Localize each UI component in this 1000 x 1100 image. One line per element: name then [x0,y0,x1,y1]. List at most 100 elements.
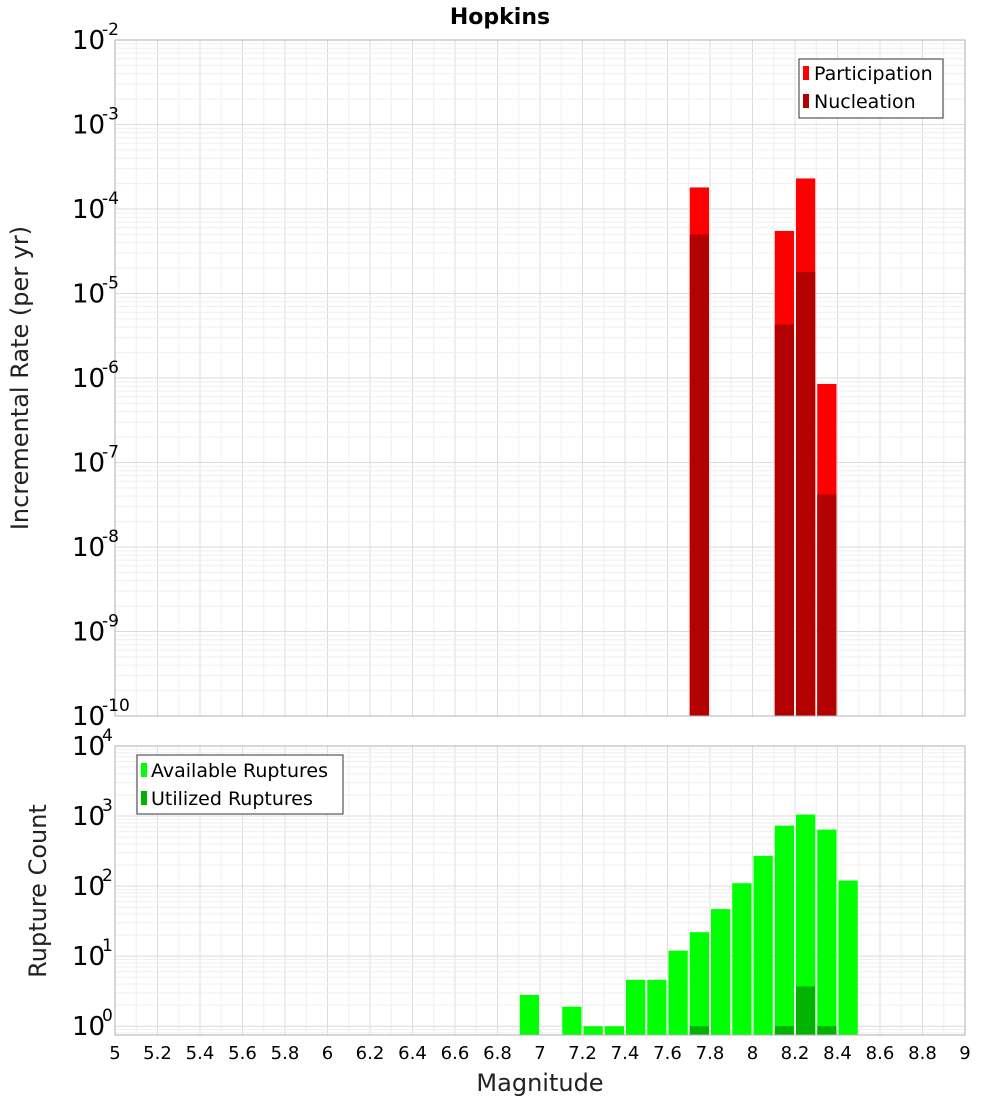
bar-available [647,979,667,1035]
rate-plot-frame [114,39,966,717]
count-plot-frame [114,745,966,1036]
x-tick-label: 6 [322,1043,333,1064]
y-tick-base: 10 [72,1012,105,1042]
legend-swatch-nucleation [803,94,809,108]
bar-available [626,979,646,1035]
y-tick-label: 104 [72,726,113,762]
x-axis-label: Magnitude [476,1069,603,1097]
x-ticks: 5 5.2 5.4 5.6 5.8 6 6.2 6.4 6.6 6.8 7 7.2 7.4 7.6 7.8 8… [109,1043,970,1064]
bar-available [838,880,858,1035]
x-tick-label: 8 [747,1043,758,1064]
y-tick-label: 100 [72,1006,113,1042]
bar-nucleation [817,494,837,716]
y-tick-base: 10 [72,732,105,762]
bar-nucleation [796,271,816,716]
y-tick-label: 10-8 [72,527,119,563]
bar-utilized [796,986,816,1035]
y-tick-label: 102 [72,866,113,902]
bar-available [796,814,816,1035]
y-tick-exponent: -9 [102,612,119,632]
bar-available [583,1026,603,1035]
legend-label-utilized: Utilized Ruptures [151,788,313,810]
bar-nucleation [774,324,794,716]
y-tick-exponent: 3 [102,796,113,816]
y-tick-base: 10 [72,802,105,832]
x-tick-label: 6.6 [441,1043,470,1064]
y-tick-base: 10 [72,618,105,648]
x-tick-label: 6.8 [483,1043,512,1064]
x-tick-label: 5.2 [143,1043,172,1064]
y-tick-base: 10 [72,702,105,732]
bar-utilized [689,1026,709,1035]
y-tick-exponent: -2 [102,20,119,40]
x-tick-label: 6.2 [356,1043,385,1064]
y-tick-base: 10 [72,195,105,225]
y-tick-label: 10-4 [72,189,119,225]
y-tick-label: 10-9 [72,612,119,648]
y-tick-base: 10 [72,942,105,972]
rate-bars [689,178,837,717]
x-tick-label: 9 [959,1043,970,1064]
y-tick-label: 10-3 [72,105,119,141]
y-tick-exponent: -5 [102,274,119,294]
y-tick-label: 101 [72,936,113,972]
y-tick-exponent: 2 [102,866,113,886]
x-tick-label: 7.6 [653,1043,682,1064]
y-tick-label: 10-10 [72,696,130,732]
x-tick-label: 7.8 [696,1043,725,1064]
legend-label-available: Available Ruptures [151,760,328,782]
bar-available [774,825,794,1035]
bar-utilized [817,1026,837,1035]
y-tick-base: 10 [72,26,105,56]
y-tick-exponent: -10 [102,696,130,716]
rate-y-axis-label: Incremental Rate (per yr) [6,226,34,530]
bar-available [732,883,752,1035]
y-tick-base: 10 [72,533,105,563]
y-tick-exponent: 0 [102,1006,113,1026]
chart-title: Hopkins [450,5,550,30]
y-tick-label: 10-2 [72,20,119,56]
y-tick-exponent: -3 [102,105,119,125]
rate-grid [114,40,966,717]
bar-available [753,855,773,1035]
y-tick-exponent: 1 [102,936,113,956]
y-tick-base: 10 [72,872,105,902]
bar-nucleation [689,234,709,717]
legend-swatch-available [141,763,147,777]
count-legend: Available Ruptures Utilized Ruptures [136,754,344,815]
y-tick-base: 10 [72,364,105,394]
x-tick-label: 8.2 [781,1043,810,1064]
y-tick-exponent: -4 [102,189,119,209]
x-tick-label: 5.4 [186,1043,215,1064]
x-tick-label: 6.4 [398,1043,427,1064]
x-tick-label: 7.4 [611,1043,640,1064]
bar-available [711,909,731,1035]
legend-label-nucleation: Nucleation [814,91,916,113]
bar-available [604,1026,624,1035]
legend-swatch-utilized [141,791,147,805]
count-y-axis-label: Rupture Count [24,804,52,978]
y-tick-exponent: -8 [102,527,119,547]
legend-swatch-participation [803,66,809,80]
rate-chart: 10-210-310-410-510-610-710-810-910-10 In… [6,20,966,732]
x-tick-label: 7 [534,1043,545,1064]
count-bars [519,814,858,1035]
x-tick-label: 5.6 [228,1043,257,1064]
y-tick-exponent: -7 [102,443,119,463]
y-tick-label: 10-5 [72,274,119,310]
y-tick-base: 10 [72,449,105,479]
legend-label-participation: Participation [814,63,933,85]
y-tick-label: 10-6 [72,358,119,394]
bar-available [817,829,837,1035]
x-tick-label: 7.2 [568,1043,597,1064]
count-legend-box [136,754,344,815]
y-tick-exponent: 4 [102,726,113,746]
bar-available [519,994,539,1035]
y-tick-exponent: -6 [102,358,119,378]
bar-available [668,950,688,1035]
bar-utilized [774,1026,794,1035]
y-tick-label: 103 [72,796,113,832]
